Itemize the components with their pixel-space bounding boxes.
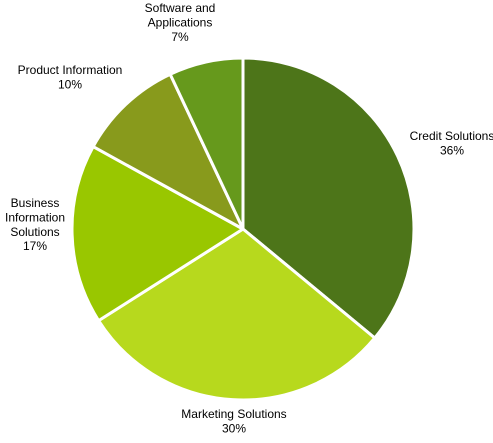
pie-value-label: 10% [58, 77, 82, 91]
pie-category-label: Credit Solutions [410, 129, 493, 143]
pie-label-business-information-solutions: Business Information Solutions 17% [5, 196, 65, 253]
pie-slice-business-information-solutions [70, 145, 245, 323]
pie-slice-product-information [91, 72, 245, 231]
pie-category-label: Information [5, 210, 65, 224]
pie-value-label: 7% [171, 30, 189, 44]
pie-label-marketing-solutions: Marketing Solutions 30% [181, 407, 286, 435]
pie-category-label: Solutions [10, 225, 59, 239]
pie-category-label: Applications [148, 15, 213, 29]
pie-slice-software-and-applications [168, 56, 245, 231]
pie-slices [70, 56, 416, 402]
pie-category-label: Product Information [18, 63, 123, 77]
pie-category-label: Software and [145, 1, 216, 15]
pie-category-label: Business [11, 196, 60, 210]
pie-value-label: 17% [23, 239, 47, 253]
pie-category-label: Marketing Solutions [181, 407, 286, 421]
pie-slice-credit-solutions [241, 56, 416, 340]
pie-value-label: 30% [222, 421, 246, 435]
pie-labels: Credit Solutions 36% Marketing Solutions 30… [5, 1, 493, 435]
pie-label-product-information: Product Information 10% [18, 63, 123, 91]
pie-label-credit-solutions: Credit Solutions 36% [410, 129, 493, 157]
pie-label-software-and-applications: Software and Applications 7% [145, 1, 216, 44]
pie-slice-marketing-solutions [97, 227, 377, 402]
pie-value-label: 36% [440, 143, 464, 157]
